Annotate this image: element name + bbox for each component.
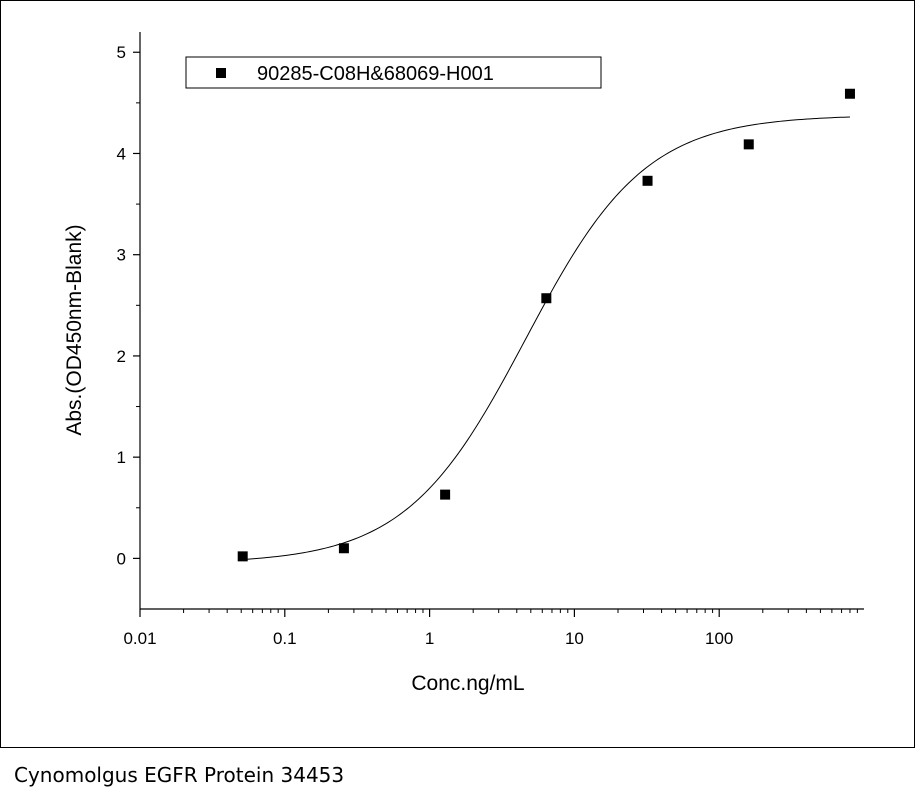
chart-frame	[0, 0, 915, 748]
axes: 0 1 2 3 4 5 0.01 0.1 1 10 100	[117, 32, 864, 648]
y-tick-label: 5	[117, 43, 126, 62]
x-tick-label: 100	[705, 629, 733, 648]
data-point	[237, 551, 248, 562]
legend-box	[185, 56, 602, 89]
figure-caption: Cynomolgus EGFR Protein 34453	[14, 763, 345, 787]
data-point	[743, 139, 754, 150]
fit-curve-layer	[242, 116, 850, 560]
y-axis-label: Abs.(OD450nm-Blank)	[63, 224, 86, 435]
legend-label: 90285-C08H&68069-H001	[257, 63, 494, 85]
y-tick-label: 3	[117, 246, 126, 265]
fit-curve	[242, 116, 850, 560]
legend-marker	[216, 68, 226, 78]
data-point	[338, 543, 349, 554]
y-tick-label: 4	[117, 144, 126, 163]
data-point	[642, 175, 653, 186]
y-tick-label: 2	[117, 347, 126, 366]
x-tick-label: 10	[565, 629, 584, 648]
y-tick-label: 1	[117, 448, 126, 467]
data-points	[237, 88, 855, 562]
x-axis-label: Conc.ng/mL	[411, 672, 524, 695]
x-tick-label: 0.1	[273, 629, 297, 648]
x-tick-label: 1	[425, 629, 434, 648]
data-point	[541, 293, 552, 304]
data-point	[844, 88, 855, 99]
x-tick-label: 0.01	[123, 629, 156, 648]
data-point	[440, 489, 451, 500]
y-tick-label: 0	[117, 549, 126, 568]
legend: 90285-C08H&68069-H001	[185, 56, 602, 89]
chart-plot: 0 1 2 3 4 5 0.01 0.1 1 10 100 Conc.ng/mL Abs.(OD45…	[63, 32, 864, 695]
